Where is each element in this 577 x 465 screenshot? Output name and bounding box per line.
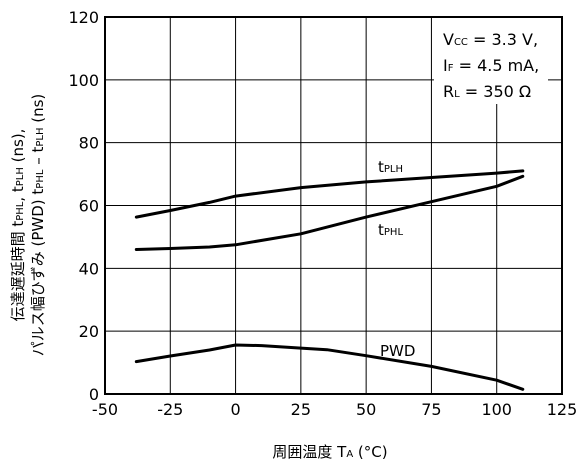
plot-frame <box>104 16 563 395</box>
x-tick-label: 50 <box>356 400 376 419</box>
condition-vcc: VCC = 3.3 V, <box>443 30 538 49</box>
y-tick-label: 60 <box>79 197 99 216</box>
series-line-tplh <box>134 169 525 219</box>
y-tick-label: 80 <box>79 134 99 153</box>
y-axis-title-line2: パルス幅ひずみ (PWD) tPHL – tPLH (ns) <box>29 94 47 357</box>
conditions-box: VCC = 3.3 V, IF = 4.5 mA, RL = 350 Ω <box>434 18 548 104</box>
y-axis-title-line1: 伝達遅延時間 tPHL, tPLH (ns), <box>9 129 27 322</box>
series-label-tphl: tPHL <box>378 221 403 239</box>
series-group <box>134 169 525 391</box>
x-tick-label: -50 <box>92 400 118 419</box>
y-tick-label: 120 <box>68 8 99 27</box>
series-labels: tPLH tPHL PWD <box>378 158 415 360</box>
series-label-tplh: tPLH <box>378 158 403 176</box>
x-tick-label: -25 <box>157 400 183 419</box>
y-tick-label: 20 <box>79 322 99 341</box>
series-label-pwd: PWD <box>380 342 415 360</box>
x-tick-label: 75 <box>421 400 441 419</box>
y-tick-label: 0 <box>89 385 99 404</box>
x-tick-label: 0 <box>230 400 240 419</box>
x-tick-label: 125 <box>547 400 577 419</box>
series-line-tphl <box>134 174 525 251</box>
x-tick-label: 100 <box>481 400 512 419</box>
y-tick-label: 100 <box>68 71 99 90</box>
x-tick-label: 25 <box>291 400 311 419</box>
condition-if: IF = 4.5 mA, <box>443 56 539 75</box>
series-line-pwd <box>134 343 525 391</box>
y-tick-label: 40 <box>79 259 99 278</box>
condition-rl: RL = 350 Ω <box>443 82 531 101</box>
conditions-background <box>434 18 548 104</box>
x-axis-title: 周囲温度 TA (°C) <box>272 443 387 461</box>
tick-labels: -50 -25 0 25 50 75 100 125 0 20 40 60 80 100 120 <box>68 8 577 419</box>
